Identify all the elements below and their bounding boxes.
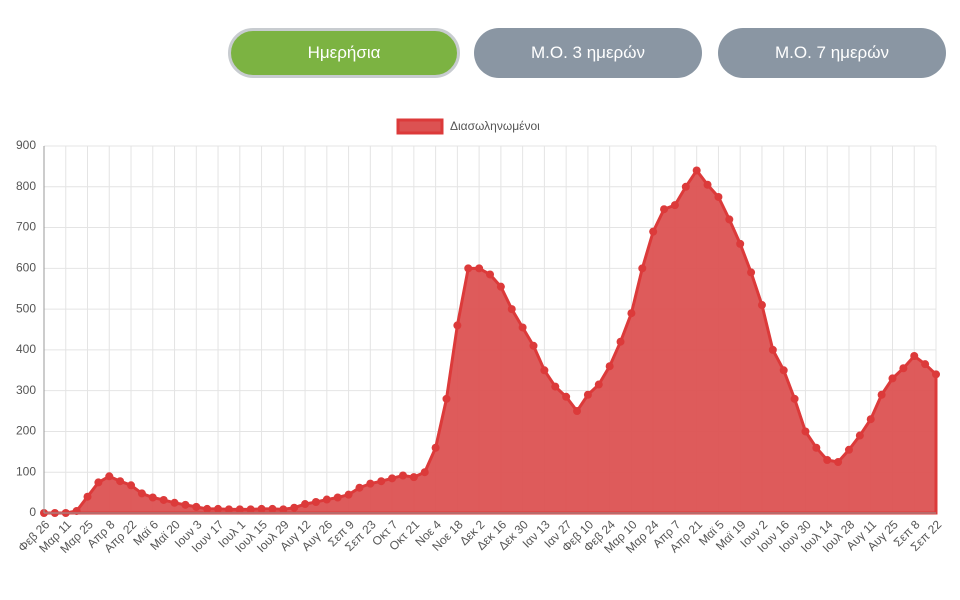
avg7-button[interactable]: Μ.Ο. 7 ημερών <box>718 28 946 78</box>
point <box>279 505 288 514</box>
point <box>736 239 745 248</box>
point <box>573 407 582 416</box>
point <box>409 473 418 482</box>
point <box>355 483 364 492</box>
point <box>812 443 821 452</box>
point <box>377 477 386 486</box>
y-tick-label: 300 <box>16 383 36 397</box>
point <box>757 301 766 310</box>
point <box>257 504 266 513</box>
point <box>322 495 331 504</box>
point <box>507 305 516 314</box>
point <box>921 360 930 369</box>
point <box>823 455 832 464</box>
point <box>779 366 788 375</box>
point <box>137 489 146 498</box>
point <box>649 227 658 236</box>
point <box>551 382 560 391</box>
point <box>398 471 407 480</box>
point <box>214 504 223 513</box>
point <box>94 478 103 487</box>
point <box>714 192 723 201</box>
point <box>159 495 168 504</box>
point <box>834 458 843 467</box>
point <box>105 472 114 481</box>
point <box>747 268 756 277</box>
point <box>344 490 353 499</box>
point <box>442 394 451 403</box>
point <box>148 493 157 502</box>
point <box>224 505 233 514</box>
y-tick-label: 600 <box>16 261 36 275</box>
point <box>431 443 440 452</box>
point <box>790 394 799 403</box>
point <box>594 380 603 389</box>
point <box>388 474 397 483</box>
y-tick-label: 200 <box>16 424 36 438</box>
point <box>932 370 940 379</box>
avg3-button[interactable]: Μ.Ο. 3 ημερών <box>474 28 702 78</box>
point <box>540 366 549 375</box>
point <box>170 498 179 507</box>
point <box>583 390 592 399</box>
point <box>660 205 669 214</box>
point <box>768 345 777 354</box>
point <box>801 427 810 436</box>
point <box>562 392 571 401</box>
point <box>290 503 299 512</box>
y-tick-label: 0 <box>29 505 36 519</box>
daily-button[interactable]: Ημερήσια <box>228 28 460 78</box>
legend-swatch <box>396 118 444 135</box>
point <box>311 497 320 506</box>
point <box>888 374 897 383</box>
point <box>366 479 375 488</box>
point <box>844 445 853 454</box>
point <box>333 493 342 502</box>
point <box>268 504 277 513</box>
point <box>855 431 864 440</box>
point <box>181 500 190 509</box>
point <box>725 215 734 224</box>
point <box>486 270 494 279</box>
y-tick-label: 700 <box>16 220 36 234</box>
point <box>866 415 875 424</box>
legend-label: Διασωληνωμένοι <box>450 119 540 133</box>
y-tick-label: 100 <box>16 464 36 478</box>
point <box>301 500 310 509</box>
y-tick-label: 400 <box>16 342 36 356</box>
point <box>116 477 125 486</box>
point <box>681 182 690 191</box>
point <box>496 282 505 291</box>
point <box>703 180 712 189</box>
point <box>453 321 462 330</box>
point <box>692 166 701 175</box>
point <box>877 390 886 399</box>
point <box>72 506 81 515</box>
point <box>670 201 679 210</box>
point <box>464 264 473 273</box>
point <box>910 352 919 361</box>
point <box>246 505 255 514</box>
point <box>420 468 429 477</box>
point <box>638 264 647 273</box>
point <box>475 264 484 273</box>
point <box>616 337 625 346</box>
area <box>44 167 938 515</box>
point <box>605 362 614 371</box>
point <box>899 364 908 373</box>
point <box>192 502 201 511</box>
y-tick-label: 900 <box>16 138 36 152</box>
point <box>235 505 244 514</box>
point <box>83 492 92 501</box>
y-tick-label: 800 <box>16 179 36 193</box>
y-tick-label: 500 <box>16 301 36 315</box>
point <box>529 341 538 350</box>
point <box>203 504 212 513</box>
point <box>127 481 136 490</box>
point <box>518 323 527 332</box>
point <box>627 309 636 318</box>
